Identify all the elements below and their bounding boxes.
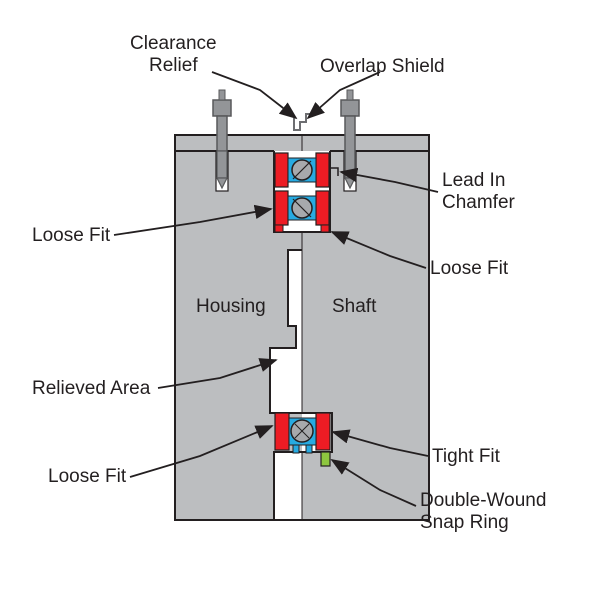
label-clearance-relief: Clearance Relief — [130, 33, 217, 77]
snap-ring — [321, 452, 330, 466]
label-tight-fit: Tight Fit — [432, 446, 500, 468]
label-loose-fit-upper-right: Loose Fit — [430, 258, 508, 280]
upper-bearing-bottom — [275, 191, 329, 232]
label-housing: Housing — [196, 296, 266, 318]
upper-bearing-top — [275, 153, 329, 187]
label-relieved-area: Relieved Area — [32, 378, 150, 400]
label-loose-fit-lower-left: Loose Fit — [48, 466, 126, 488]
label-loose-fit-upper-left: Loose Fit — [32, 225, 110, 247]
label-double-wound-snap-ring: Double-Wound Snap Ring — [420, 490, 546, 534]
assembly-cross-section — [175, 135, 429, 520]
label-shaft: Shaft — [332, 296, 376, 318]
label-overlap-shield: Overlap Shield — [320, 56, 445, 78]
label-lead-in-chamfer: Lead In Chamfer — [442, 170, 515, 214]
lower-bearing — [275, 413, 330, 453]
overlap-shield — [294, 114, 310, 130]
